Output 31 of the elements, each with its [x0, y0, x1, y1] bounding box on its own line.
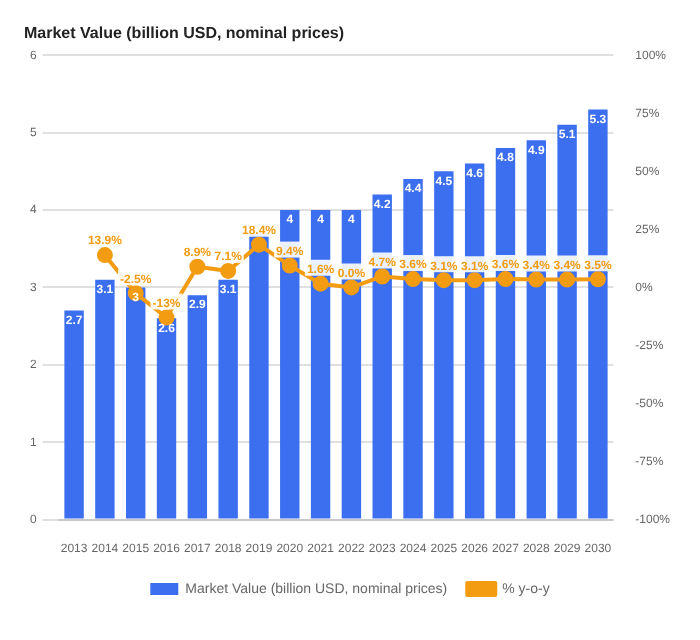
point	[497, 271, 514, 288]
bar	[341, 210, 362, 519]
point	[281, 257, 298, 274]
bar	[588, 109, 608, 519]
point	[343, 279, 360, 296]
point	[374, 268, 391, 285]
bar	[557, 124, 577, 519]
bar	[464, 163, 485, 519]
bar	[156, 318, 177, 519]
point	[189, 258, 206, 275]
bar	[434, 171, 454, 519]
bar	[187, 295, 208, 519]
bar	[403, 179, 423, 519]
bar	[372, 194, 392, 519]
chart-title: Market Value (billion USD, nominal prices)	[24, 24, 345, 43]
bar	[526, 140, 546, 519]
bar	[495, 148, 516, 519]
point	[528, 271, 545, 288]
bar	[249, 233, 269, 519]
point	[405, 271, 422, 288]
bar	[218, 279, 238, 519]
bar	[64, 310, 84, 519]
point	[466, 272, 483, 289]
point	[312, 275, 329, 292]
point	[435, 272, 452, 289]
point	[250, 236, 267, 253]
point	[559, 271, 576, 288]
point	[589, 271, 606, 288]
point	[96, 247, 113, 264]
bar	[95, 279, 115, 519]
point	[220, 262, 237, 279]
